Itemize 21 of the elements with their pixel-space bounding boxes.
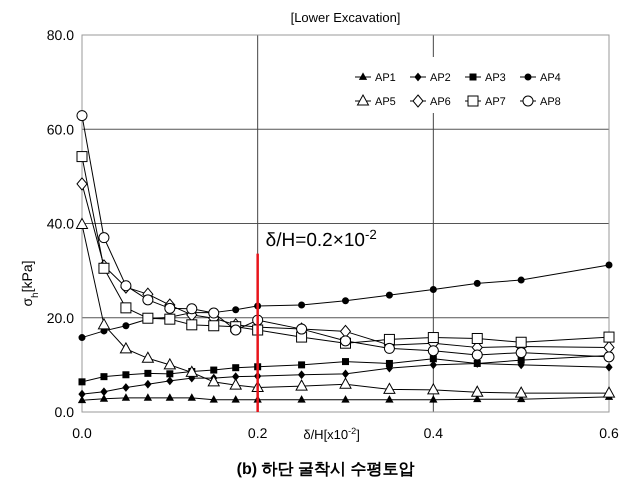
legend-label: AP5 <box>375 96 396 108</box>
y-tick-label: 40.0 <box>46 216 74 232</box>
x-axis-title: δ/H[x10$^{-2}$] <box>303 426 360 442</box>
text: (b) 하단 굴착시 수평토압 <box>236 461 414 478</box>
y-tick-label: 20.0 <box>46 310 74 326</box>
ref-line-label: δ/H=0.2×10$^{-2}$ <box>266 226 377 252</box>
x-tick-label: 0.2 <box>248 425 268 441</box>
legend-label: AP6 <box>430 96 451 108</box>
y-tick-label: 80.0 <box>46 27 74 43</box>
x-tick-label: 0.4 <box>424 425 444 441</box>
y-tick-label: 60.0 <box>46 121 74 138</box>
legend-label: AP1 <box>375 72 396 84</box>
chart-title: [Lower Excavation] <box>290 10 400 25</box>
x-tick-label: 0.6 <box>599 425 619 441</box>
legend-label: AP8 <box>540 96 561 108</box>
legend-label: AP4 <box>540 72 561 84</box>
x-tick-label: 0.0 <box>72 425 92 441</box>
legend-label: AP7 <box>485 96 506 108</box>
legend-label: AP3 <box>485 72 506 84</box>
y-tick-label: 0.0 <box>54 404 74 420</box>
legend-label: AP2 <box>430 72 451 84</box>
